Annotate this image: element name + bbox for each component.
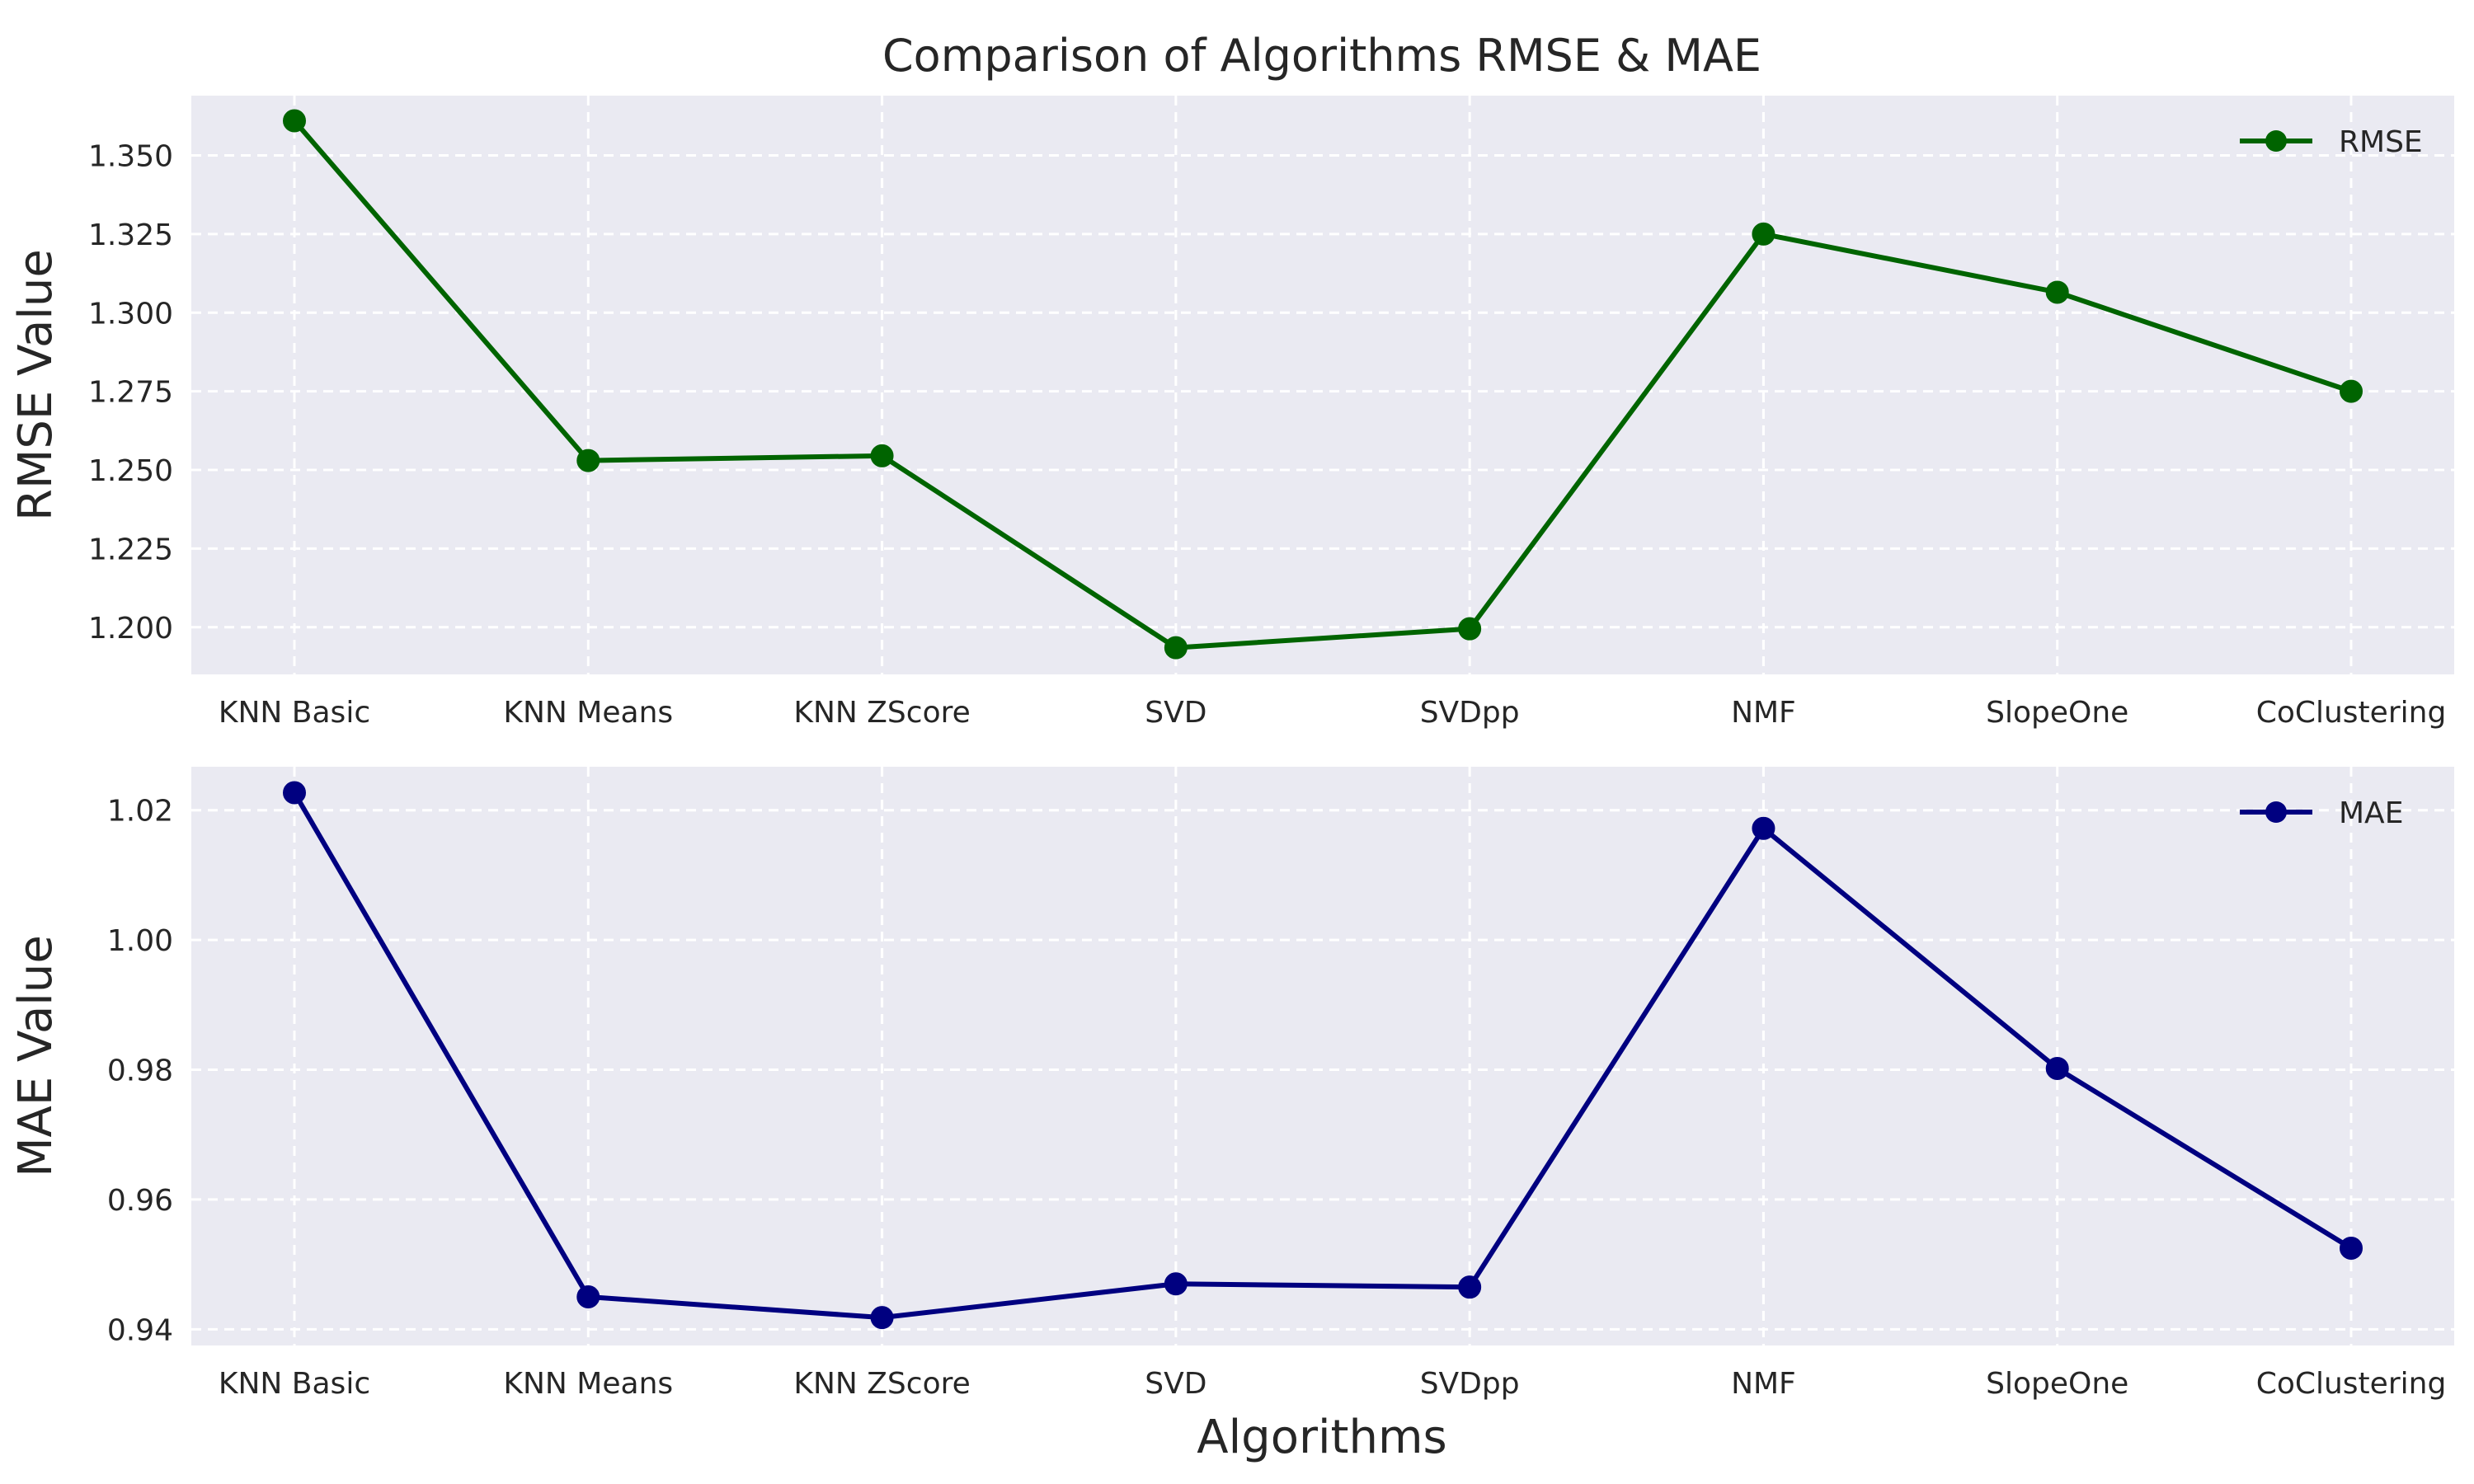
x-tick-label: NMF bbox=[1731, 696, 1796, 730]
legend-label: RMSE bbox=[2339, 125, 2423, 159]
data-point bbox=[1458, 617, 1482, 641]
legend-marker bbox=[2265, 801, 2287, 823]
data-point bbox=[576, 1284, 600, 1308]
data-point bbox=[1752, 222, 1776, 246]
data-point bbox=[283, 781, 306, 805]
x-tick-label: SVD bbox=[1145, 1367, 1206, 1401]
x-tick-label: KNN Means bbox=[503, 696, 673, 730]
y-tick-label: 0.98 bbox=[107, 1054, 173, 1088]
panel-1: KNN Basic KNN Means KNN ZScore SVD SVDpp NMF S… bbox=[9, 96, 2454, 730]
data-point bbox=[576, 448, 600, 472]
y-tick-label: 0.96 bbox=[107, 1184, 173, 1218]
y-tick-label: 1.250 bbox=[88, 454, 173, 488]
data-point bbox=[1458, 1275, 1482, 1299]
data-point bbox=[2340, 379, 2363, 403]
data-point bbox=[2045, 280, 2069, 304]
x-tick-label: KNN Means bbox=[503, 1367, 673, 1401]
x-tick-label: SVDpp bbox=[1420, 1367, 1520, 1401]
y-axis-label: RMSE Value bbox=[9, 249, 63, 521]
data-point bbox=[1164, 1272, 1188, 1296]
y-tick-label: 1.200 bbox=[88, 612, 173, 646]
data-point bbox=[1164, 636, 1188, 660]
x-tick-label: NMF bbox=[1731, 1367, 1796, 1401]
y-tick-label: 1.00 bbox=[107, 924, 173, 958]
data-point bbox=[1752, 816, 1776, 840]
x-tick-label: CoClustering bbox=[2256, 696, 2447, 730]
legend-label: MAE bbox=[2339, 796, 2403, 830]
y-tick-label: 1.300 bbox=[88, 297, 173, 331]
data-point bbox=[2045, 1056, 2069, 1080]
y-tick-label: 1.350 bbox=[88, 139, 173, 173]
x-tick-label: SVDpp bbox=[1420, 696, 1520, 730]
data-point bbox=[2340, 1236, 2363, 1260]
series-line-rmse bbox=[292, 119, 2352, 650]
x-axis-label: Algorithms bbox=[1197, 1411, 1446, 1464]
y-tick-label: 0.94 bbox=[107, 1313, 173, 1347]
x-tick-label: KNN Basic bbox=[219, 1367, 370, 1401]
chart-panels: KNN Basic KNN Means KNN ZScore SVD SVDpp NMF S… bbox=[9, 96, 2454, 1401]
x-tick-label: KNN Basic bbox=[219, 696, 370, 730]
y-tick-label: 1.325 bbox=[88, 218, 173, 252]
x-tick-label: KNN ZScore bbox=[793, 1367, 970, 1401]
data-point bbox=[870, 1306, 894, 1330]
legend-marker bbox=[2265, 130, 2287, 152]
series-line-mae bbox=[292, 791, 2353, 1321]
x-tick-label: SVD bbox=[1145, 696, 1206, 730]
x-tick-label: SlopeOne bbox=[1986, 696, 2128, 730]
x-tick-label: SlopeOne bbox=[1986, 1367, 2128, 1401]
plot-background bbox=[191, 96, 2454, 674]
data-point bbox=[283, 109, 306, 133]
y-axis-label: MAE Value bbox=[9, 935, 63, 1177]
x-tick-label: KNN ZScore bbox=[793, 696, 970, 730]
x-tick-label: CoClustering bbox=[2256, 1367, 2447, 1401]
data-point bbox=[870, 444, 894, 467]
y-tick-label: 1.02 bbox=[107, 795, 173, 829]
plot-background bbox=[191, 767, 2454, 1345]
chart-title: Comparison of Algorithms RMSE & MAE bbox=[882, 30, 1761, 82]
y-tick-label: 1.225 bbox=[88, 533, 173, 566]
y-tick-label: 1.275 bbox=[88, 376, 173, 410]
panel-2: KNN Basic KNN Means KNN ZScore SVD SVDpp NMF S… bbox=[9, 767, 2454, 1401]
